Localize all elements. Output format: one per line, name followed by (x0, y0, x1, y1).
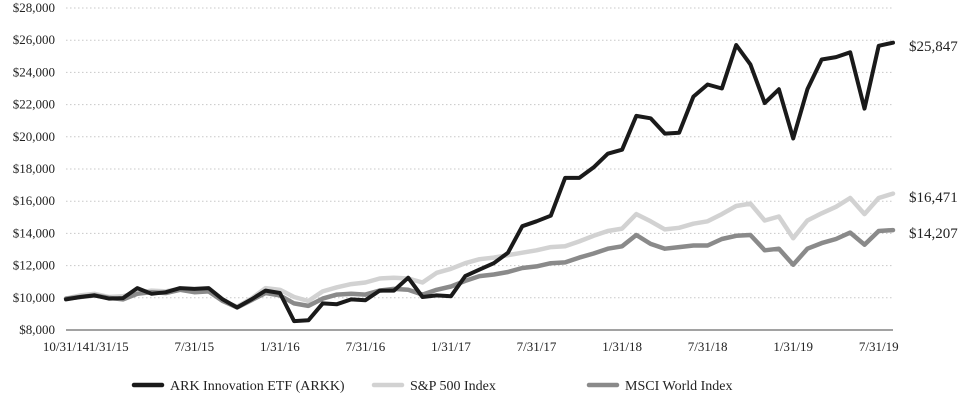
y-tick-label: $24,000 (13, 64, 55, 79)
legend-label: S&P 500 Index (410, 379, 496, 394)
grid-lines (66, 7, 893, 299)
legend-label: MSCI World Index (625, 379, 733, 394)
end-label-msci-world: $14,207 (909, 226, 958, 242)
x-tick-labels: 10/31/14 1/31/15 7/31/15 1/31/16 7/31/16 1/31… (43, 339, 899, 354)
legend: ARK Innovation ETF (ARKK) S&P 500 Index MS… (131, 379, 733, 394)
y-tick-label: $26,000 (13, 32, 55, 47)
legend-label: ARK Innovation ETF (ARKK) (170, 379, 345, 394)
y-tick-label: $12,000 (13, 258, 55, 273)
x-tick-label: 10/31/14 (43, 339, 90, 354)
y-tick-label: $22,000 (13, 97, 55, 112)
x-tick-label: 7/31/15 (174, 339, 214, 354)
y-tick-label: $8,000 (19, 322, 55, 337)
y-tick-label: $28,000 (13, 0, 55, 15)
x-tick-label: 1/31/15 (89, 339, 129, 354)
y-tick-labels: $8,000 $10,000 $12,000 $14,000 $16,000 $18,00… (13, 0, 55, 337)
x-tick-label: 1/31/16 (260, 339, 300, 354)
y-tick-label: $16,000 (13, 193, 55, 208)
x-tick-label: 7/31/18 (688, 339, 728, 354)
y-tick-label: $14,000 (13, 225, 55, 240)
y-tick-label: $10,000 (13, 290, 55, 305)
x-tick-label: 1/31/17 (431, 339, 471, 354)
y-tick-label: $18,000 (13, 161, 55, 176)
y-tick-label: $20,000 (13, 129, 55, 144)
end-label-sp500: $16,471 (909, 190, 958, 206)
x-tick-label: 7/31/17 (517, 339, 557, 354)
series-lines (63, 40, 896, 324)
x-tick-label: 7/31/19 (859, 339, 899, 354)
end-label-arkk: $25,847 (909, 39, 958, 55)
series-line-arkk (64, 40, 895, 324)
x-tick-label: 7/31/16 (346, 339, 386, 354)
series-end-labels: $25,847 $16,471 $14,207 (909, 39, 958, 242)
x-tick-label: 1/31/19 (773, 339, 813, 354)
series-line-msci-world (63, 227, 896, 310)
x-tick-label: 1/31/18 (602, 339, 642, 354)
